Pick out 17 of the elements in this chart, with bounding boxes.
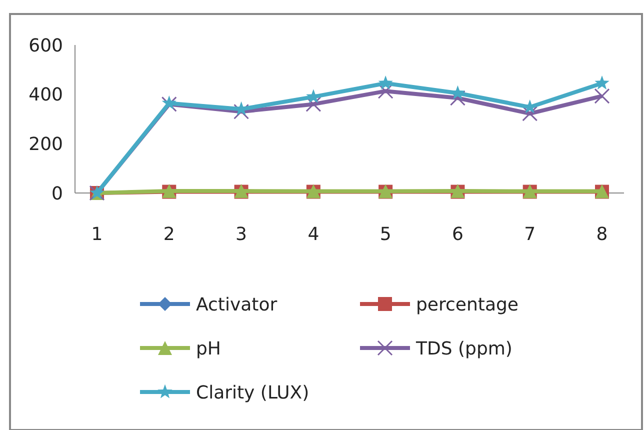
legend-label: percentage bbox=[416, 294, 518, 316]
legend-label: TDS (ppm) bbox=[415, 338, 512, 360]
y-tick-label: 0 bbox=[52, 183, 63, 204]
x-tick-label: 6 bbox=[452, 224, 464, 245]
legend-label: Clarity (LUX) bbox=[196, 382, 310, 404]
x-tick-label: 1 bbox=[91, 224, 103, 245]
x-tick-label: 4 bbox=[308, 224, 320, 245]
legend-label: Activator bbox=[196, 294, 278, 316]
x-tick-label: 8 bbox=[596, 224, 608, 245]
x-tick-label: 3 bbox=[236, 224, 248, 245]
y-tick-label: 400 bbox=[28, 84, 63, 106]
y-tick-label: 600 bbox=[28, 35, 63, 56]
x-tick-label: 5 bbox=[380, 224, 392, 245]
x-tick-label: 2 bbox=[163, 224, 175, 245]
legend-label: pH bbox=[196, 338, 221, 360]
y-tick-label: 200 bbox=[28, 134, 63, 155]
x-tick-label: 7 bbox=[524, 224, 536, 245]
